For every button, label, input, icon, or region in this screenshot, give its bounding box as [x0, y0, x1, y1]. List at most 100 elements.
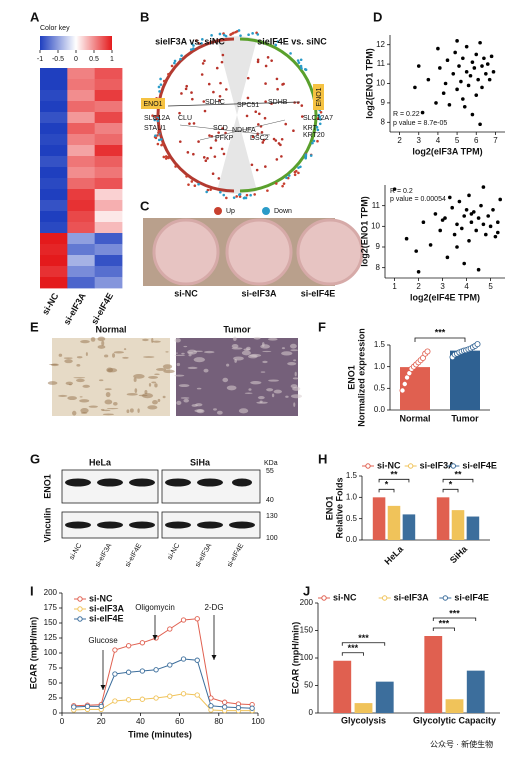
significance-bracket — [414, 337, 466, 342]
x-tick-label: 100 — [251, 717, 265, 726]
heatmap-cell — [94, 244, 123, 256]
scatter-point — [447, 103, 452, 107]
scatter-point — [476, 267, 481, 272]
series-marker — [180, 656, 187, 662]
scatter-point — [472, 66, 477, 70]
heatmap-cell — [67, 200, 96, 212]
scatter-point — [476, 77, 480, 82]
tissue-texture — [154, 383, 158, 388]
circos-outer-dot — [195, 39, 198, 42]
heatmap-cell — [40, 200, 68, 212]
heatmap-cell — [94, 200, 123, 212]
circos-inner-dot — [257, 123, 260, 126]
panel-letter: G — [30, 451, 40, 466]
tissue-texture — [187, 349, 198, 355]
tissue-texture — [68, 383, 72, 386]
tissue-texture — [76, 364, 81, 367]
legend-marker — [321, 595, 327, 601]
tissue-texture — [63, 357, 73, 359]
circos-inner-dot — [300, 115, 304, 118]
circos-inner-dot — [279, 143, 282, 147]
x-tick-label: 1 — [392, 282, 397, 291]
scatter-point — [487, 77, 492, 82]
circos-wedge — [217, 115, 257, 194]
scatter-point — [416, 64, 421, 68]
tissue-texture — [129, 408, 134, 413]
circos-outer-dot — [319, 110, 323, 114]
tissue-texture — [238, 408, 249, 414]
circos-outer-dot — [187, 183, 190, 186]
heatmap-cell — [94, 189, 123, 201]
protein-label: ENO1 — [42, 474, 52, 499]
tissue-texture — [232, 336, 237, 341]
circos-arc — [239, 37, 318, 193]
bar — [402, 514, 416, 540]
circos-outer-dot — [166, 155, 170, 159]
tissue-texture — [174, 374, 185, 377]
y-axis-label: Relative Folds — [334, 477, 344, 538]
heatmap-cell — [94, 277, 123, 289]
significance-label: ** — [390, 470, 398, 480]
circos-outer-dot — [154, 134, 157, 138]
circos-inner-dot — [211, 172, 215, 176]
scatter-point — [455, 87, 459, 92]
circos-outer-dot — [205, 190, 208, 194]
tissue-texture — [213, 408, 217, 411]
heatmap-cell — [94, 266, 123, 278]
tissue-texture — [248, 388, 252, 391]
x-tick-label: 5 — [455, 136, 460, 145]
y-tick-label: 25 — [48, 693, 57, 702]
circos-link — [179, 124, 271, 136]
circos-outer-dot — [167, 72, 170, 76]
panel-letter: D — [373, 9, 382, 24]
circos-inner-dot — [204, 159, 208, 163]
scatter-point — [479, 203, 483, 208]
scatter-point — [496, 220, 500, 224]
circos-inner-dot — [222, 152, 226, 156]
circos-outer-dot — [162, 79, 166, 83]
mw-marker: 100 — [266, 535, 278, 542]
circos-outer-dot — [319, 118, 322, 121]
color-key-tick-label: 0.5 — [89, 56, 99, 63]
circos-inner-dot — [282, 82, 285, 86]
tissue-texture — [181, 352, 185, 355]
scatter-point — [474, 52, 479, 57]
y-tick-label: 0.0 — [346, 535, 358, 544]
scatter-point — [445, 255, 450, 260]
gene-label: SDHC — [205, 99, 225, 106]
tissue-texture — [253, 336, 261, 340]
tissue-texture — [180, 397, 190, 399]
tissue-texture — [82, 384, 90, 388]
circos-inner-dot — [254, 110, 258, 114]
circos-link — [167, 101, 301, 107]
tissue-texture — [58, 353, 63, 357]
tissue-texture — [281, 351, 293, 356]
tissue-texture — [142, 338, 149, 342]
heatmap-cell — [67, 167, 96, 179]
circos-outer-dot — [239, 34, 242, 37]
circos-inner-dot — [262, 138, 266, 142]
circos-inner-dot — [203, 109, 207, 113]
heatmap-cell — [40, 112, 68, 124]
y-tick-label: 1.5 — [346, 471, 358, 480]
tissue-texture — [104, 354, 109, 358]
circos-inner-dot — [220, 147, 224, 151]
tissue-texture — [147, 405, 158, 410]
gene-label: DSC2 — [250, 135, 269, 142]
series-marker — [167, 662, 173, 668]
tissue-texture — [281, 347, 286, 350]
circos-inner-dot — [208, 134, 211, 137]
tissue-texture — [141, 393, 154, 399]
x-tick-label: 40 — [136, 717, 145, 726]
y-tick-label: 100 — [300, 653, 314, 662]
circos-outer-dot — [300, 66, 303, 70]
tissue-texture — [256, 401, 268, 404]
heatmap-cell — [67, 145, 96, 157]
legend-label: si-NC — [89, 593, 113, 603]
tissue-texture — [261, 342, 265, 347]
tissue-texture — [101, 409, 111, 412]
heatmap-cell — [94, 90, 123, 102]
scatter-point — [450, 205, 455, 210]
circos-outer-dot — [153, 118, 157, 122]
circos-inner-dot — [221, 127, 224, 130]
